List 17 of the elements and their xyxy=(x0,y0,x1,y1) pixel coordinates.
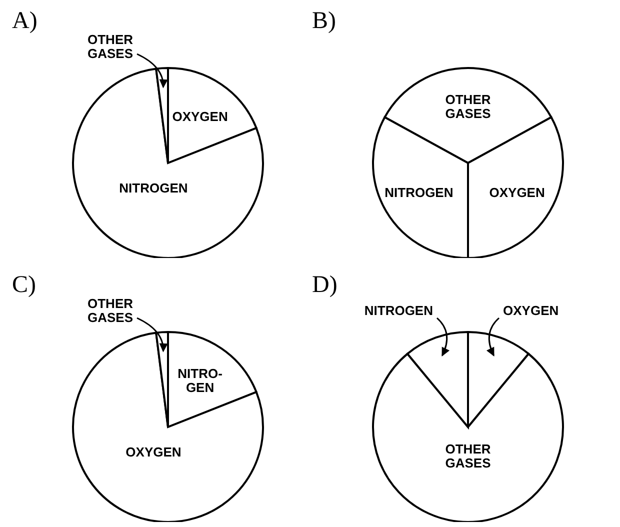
slice-label: NITROGEN xyxy=(384,184,454,200)
slice-label: OTHER GASES xyxy=(87,32,134,60)
slice-label: OXYGEN xyxy=(172,108,228,124)
slice-label: OXYGEN xyxy=(503,302,559,318)
slice-label: NITROGEN xyxy=(364,302,433,318)
slice-label: OTHER GASES xyxy=(445,441,492,470)
chart-title: B) xyxy=(312,8,336,35)
chart-title: C) xyxy=(12,272,36,299)
slice-label: NITROGEN xyxy=(119,180,188,196)
chart-title: D) xyxy=(312,272,338,299)
slice-label: OTHER GASES xyxy=(445,92,492,120)
slice-label: OTHER GASES xyxy=(87,296,134,324)
slice-label: OXYGEN xyxy=(489,184,545,200)
pie-slice xyxy=(72,68,264,258)
slice-label: NITRO- GEN xyxy=(178,365,222,394)
slice-label: OXYGEN xyxy=(126,444,182,460)
chart-title: A) xyxy=(12,8,38,35)
